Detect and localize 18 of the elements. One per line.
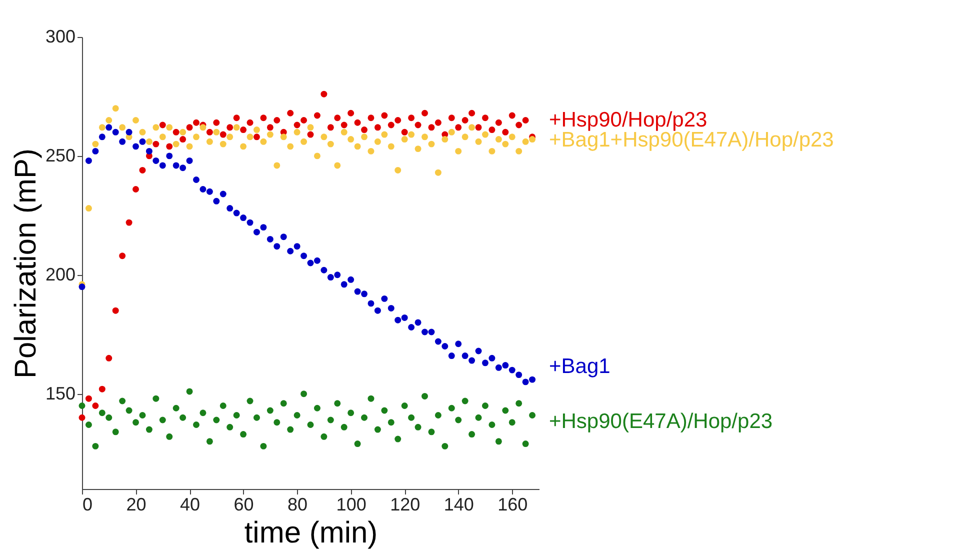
x-tick-label: 60 bbox=[234, 494, 254, 514]
series-label: +Bag1 bbox=[549, 355, 610, 378]
series-label: +Hsp90/Hop/p23 bbox=[549, 108, 708, 132]
y-tick-label: 250 bbox=[45, 145, 76, 166]
x-tick-label: 100 bbox=[336, 494, 366, 514]
y-tick-label: 200 bbox=[45, 264, 76, 284]
x-tick-label: 20 bbox=[126, 494, 146, 514]
series-label: +Hsp90(E47A)/Hop/p23 bbox=[549, 410, 773, 433]
y-tick-label: 150 bbox=[45, 383, 76, 404]
x-tick-label: 160 bbox=[498, 494, 528, 514]
x-tick-label: 40 bbox=[180, 494, 200, 514]
x-tick-label: 140 bbox=[444, 494, 474, 514]
x-tick-label: 120 bbox=[390, 494, 420, 514]
y-axis-title: Polarization (mP) bbox=[9, 148, 42, 379]
y-tick-label: 300 bbox=[45, 26, 76, 46]
x-axis-title: time (min) bbox=[244, 516, 378, 550]
x-tick-label: 80 bbox=[288, 494, 308, 514]
x-tick-label: 0 bbox=[82, 494, 93, 514]
